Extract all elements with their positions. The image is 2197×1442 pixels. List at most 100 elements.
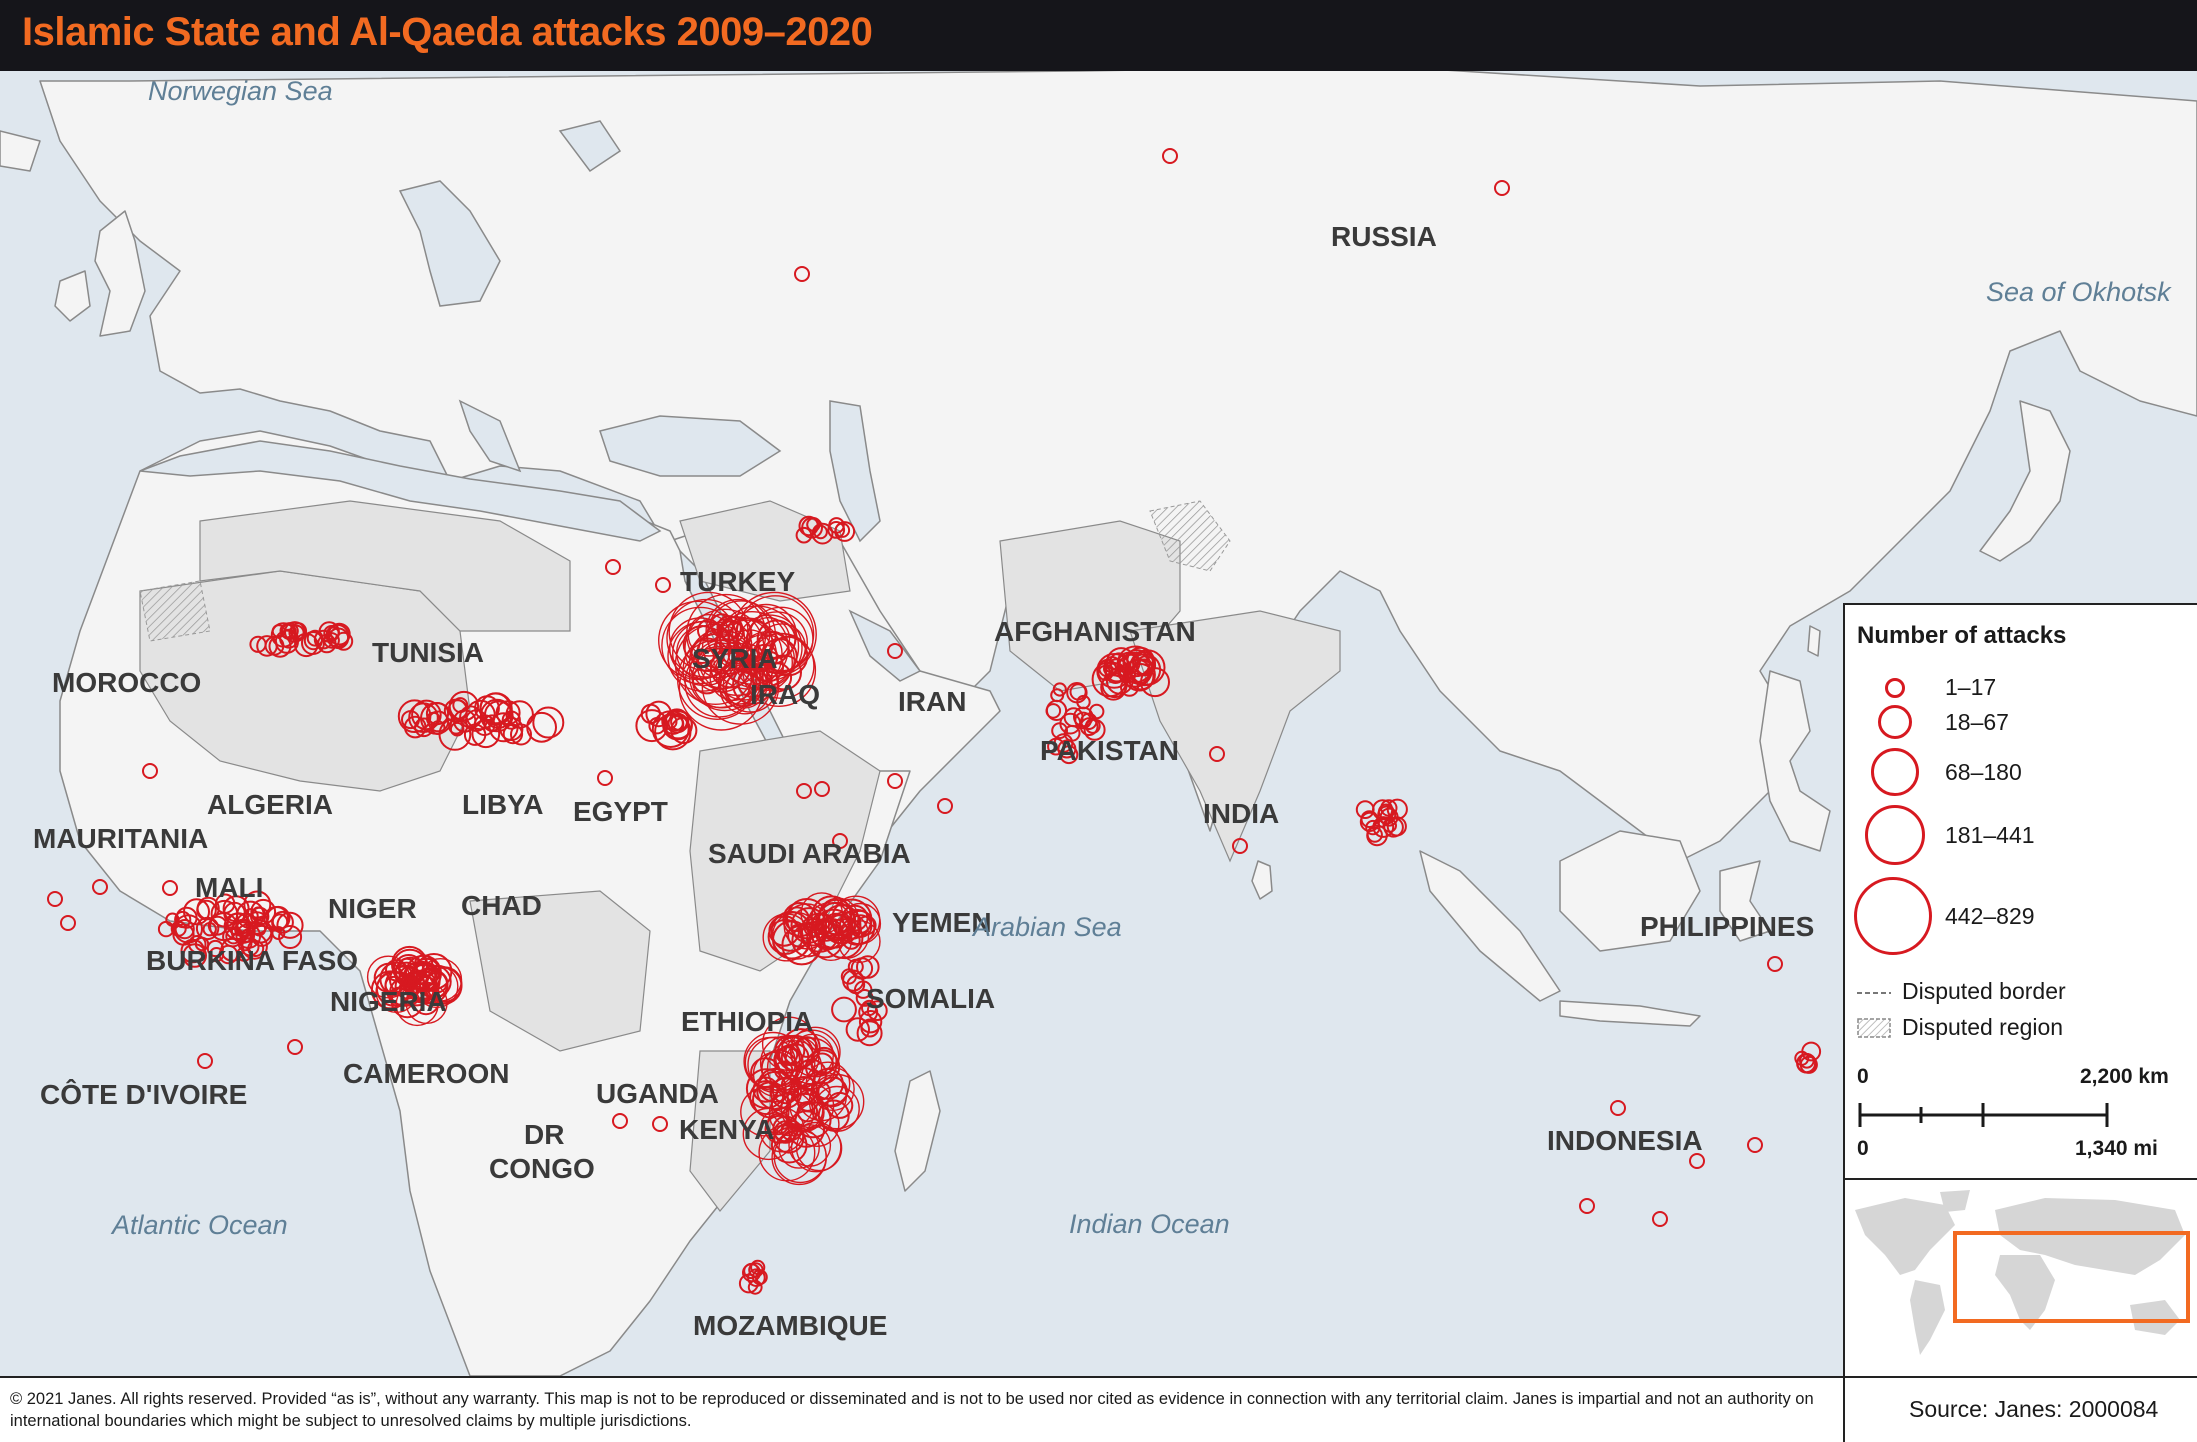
attack-cluster-syria-iraq bbox=[676, 625, 730, 680]
attack-cluster-syria-iraq bbox=[666, 598, 746, 678]
legend-symbol-5 bbox=[1854, 877, 1932, 955]
attack-cluster-mali-burkina bbox=[278, 925, 303, 949]
attack-cluster-bangladesh bbox=[1366, 824, 1388, 847]
attack-cluster-somalia-kenya bbox=[794, 1101, 832, 1139]
attack-cluster-nigeria bbox=[405, 981, 448, 1024]
attack-cluster-mali-burkina bbox=[218, 944, 239, 965]
disputed-region-symbol bbox=[1857, 1018, 1891, 1038]
inset-north-america bbox=[1855, 1198, 1955, 1275]
disputed-kashmir bbox=[1149, 500, 1231, 572]
attack-cluster-bangladesh bbox=[1355, 800, 1375, 819]
attack-cluster-syria-iraq bbox=[668, 591, 749, 672]
attack-marker-single bbox=[287, 1039, 303, 1055]
attack-marker-single bbox=[655, 577, 671, 593]
attack-cluster-pakistan bbox=[1063, 707, 1084, 728]
attack-marker-single bbox=[1162, 148, 1178, 164]
attack-cluster-nigeria bbox=[375, 970, 412, 1007]
title-bar: Islamic State and Al-Qaeda attacks 2009–… bbox=[0, 0, 2197, 71]
attack-cluster-yemen bbox=[847, 909, 872, 934]
attack-cluster-syria-iraq bbox=[712, 619, 783, 690]
attack-cluster-caucasus bbox=[795, 526, 813, 544]
attack-cluster-algeria-tunisia bbox=[256, 635, 278, 657]
attack-cluster-syria-iraq bbox=[760, 637, 798, 675]
attack-cluster-yemen bbox=[784, 906, 810, 933]
attack-cluster-algeria-tunisia bbox=[325, 626, 340, 641]
attack-cluster-somalia-kenya bbox=[773, 1120, 798, 1144]
source-box: Source: Janes: 2000084 bbox=[1843, 1378, 2197, 1442]
attack-cluster-caucasus bbox=[811, 522, 834, 545]
attack-marker-single bbox=[597, 770, 613, 786]
attack-cluster-libya bbox=[499, 717, 524, 741]
attack-cluster-somalia-kenya bbox=[752, 1081, 789, 1119]
copyright-notice: © 2021 Janes. All rights reserved. Provi… bbox=[10, 1390, 1814, 1430]
attack-marker-single bbox=[1652, 1211, 1668, 1227]
attack-marker-single bbox=[887, 773, 903, 789]
attack-cluster-algeria-tunisia bbox=[264, 635, 285, 656]
legend-label-4: 181–441 bbox=[1945, 822, 2035, 848]
attack-cluster-mali-burkina bbox=[195, 916, 220, 941]
attack-marker-single bbox=[1232, 838, 1248, 854]
iceland bbox=[0, 130, 41, 172]
attack-cluster-pakistan bbox=[1084, 718, 1101, 734]
legend-label-5: 442–829 bbox=[1945, 903, 2035, 929]
attack-cluster-yemen bbox=[806, 902, 854, 949]
attack-marker-single bbox=[1767, 956, 1783, 972]
attack-cluster-somalia-kenya bbox=[788, 1124, 832, 1167]
disputed-border-symbol bbox=[1857, 992, 1891, 994]
attack-cluster-somalia-kenya bbox=[743, 1031, 803, 1091]
attack-cluster-nigeria bbox=[366, 955, 410, 999]
attack-cluster-pakistan bbox=[1053, 733, 1074, 753]
attack-cluster-libya bbox=[510, 723, 532, 746]
locator-inset bbox=[1843, 1178, 2197, 1376]
attack-marker-single bbox=[605, 559, 621, 575]
legend-symbol-3 bbox=[1871, 748, 1919, 796]
attack-cluster-caucasus bbox=[827, 521, 846, 539]
attack-cluster-somalia-coast bbox=[855, 989, 874, 1007]
attack-cluster-somalia-kenya bbox=[780, 1119, 802, 1142]
scale-mi-end: 1,340 mi bbox=[2075, 1137, 2158, 1160]
attack-cluster-afghanistan bbox=[1097, 664, 1114, 681]
baltic-sea bbox=[398, 180, 501, 307]
attack-cluster-somalia-kenya bbox=[810, 1052, 834, 1076]
attack-marker-single bbox=[1610, 1100, 1626, 1116]
attack-cluster-mali-burkina bbox=[276, 911, 304, 939]
attack-cluster-somalia-kenya bbox=[759, 1107, 805, 1153]
attack-cluster-libya bbox=[501, 710, 521, 730]
attack-cluster-somalia-kenya bbox=[813, 1085, 860, 1132]
attack-cluster-yemen bbox=[768, 915, 801, 947]
japan bbox=[1979, 400, 2071, 562]
inset-australia bbox=[2130, 1300, 2180, 1335]
source-credit: Source: Janes: 2000084 bbox=[1909, 1396, 2159, 1422]
attack-cluster-philippines bbox=[1801, 1041, 1822, 1062]
legend-symbol-1 bbox=[1885, 678, 1905, 698]
attack-cluster-libya bbox=[479, 692, 512, 725]
disputed-western-sahara bbox=[139, 580, 211, 642]
attack-cluster-yemen bbox=[821, 911, 870, 960]
shade-algeria-libya bbox=[199, 500, 571, 632]
affected-countries bbox=[139, 500, 1341, 1212]
attack-marker-single bbox=[142, 763, 158, 779]
attack-cluster-yemen bbox=[790, 907, 828, 944]
attack-cluster-caucasus bbox=[806, 517, 821, 532]
attack-cluster-bangladesh bbox=[1365, 819, 1381, 836]
attack-cluster-afghanistan bbox=[1100, 674, 1127, 701]
attack-marker-single bbox=[796, 783, 812, 799]
attack-cluster-nigeria bbox=[425, 966, 463, 1003]
ireland bbox=[54, 270, 91, 322]
attack-marker-single bbox=[1494, 180, 1510, 196]
persian-gulf bbox=[848, 609, 922, 682]
black-sea bbox=[599, 415, 782, 477]
attack-cluster-somalia-kenya bbox=[805, 1061, 851, 1107]
attack-cluster-somalia-kenya bbox=[811, 1081, 831, 1101]
attack-marker-single bbox=[60, 915, 76, 931]
attack-cluster-somalia-kenya bbox=[766, 1112, 789, 1136]
caspian-sea bbox=[829, 400, 881, 543]
attack-marker-single bbox=[612, 1113, 628, 1129]
borneo bbox=[1559, 830, 1701, 952]
attack-cluster-syria-iraq bbox=[678, 645, 764, 731]
attack-cluster-syria-iraq bbox=[748, 606, 814, 672]
madagascar bbox=[894, 1070, 941, 1192]
attack-cluster-pakistan bbox=[1074, 711, 1092, 730]
scale-bar bbox=[1858, 1103, 2109, 1127]
